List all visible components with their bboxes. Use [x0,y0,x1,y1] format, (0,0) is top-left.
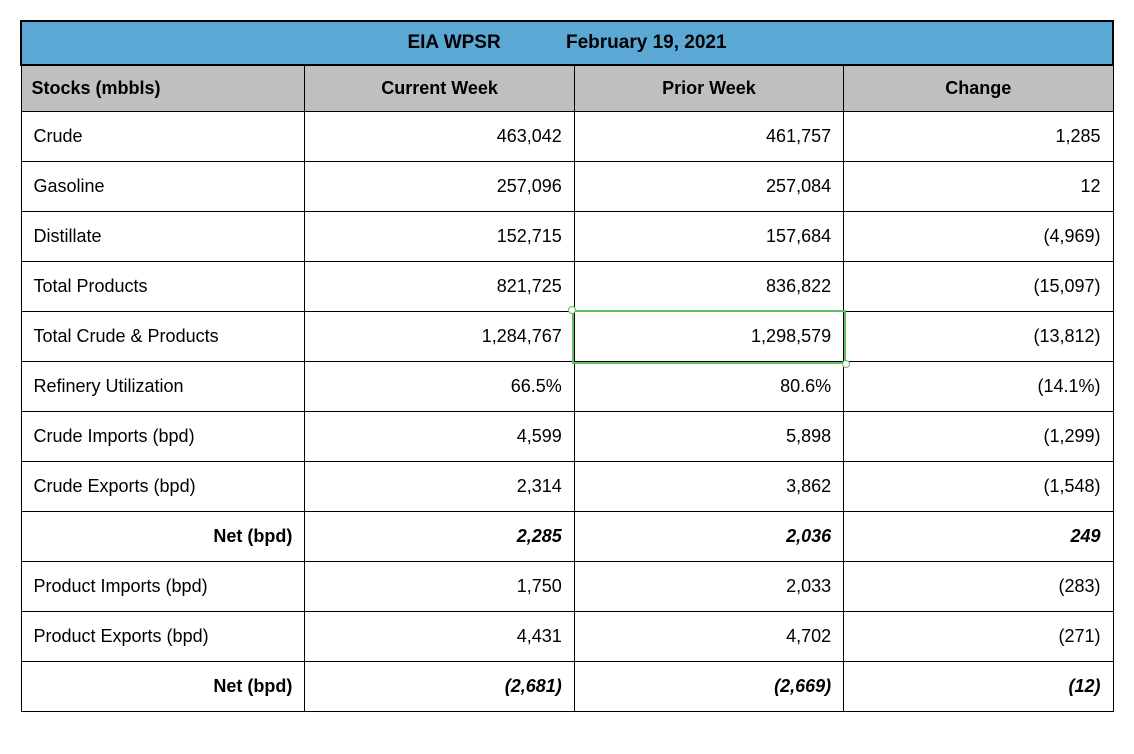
cell-change[interactable]: (271) [844,612,1113,662]
table-row: Distillate152,715157,684(4,969) [21,212,1113,262]
col-header-prior: Prior Week [574,65,843,112]
cell-current[interactable]: 1,750 [305,562,574,612]
cell-label[interactable]: Product Imports (bpd) [21,562,305,612]
cell-change[interactable]: 1,285 [844,112,1113,162]
table-row: Crude Imports (bpd)4,5995,898(1,299) [21,412,1113,462]
cell-current[interactable]: 2,285 [305,512,574,562]
cell-current[interactable]: 152,715 [305,212,574,262]
cell-current[interactable]: 463,042 [305,112,574,162]
cell-change[interactable]: (1,548) [844,462,1113,512]
cell-current[interactable]: 4,599 [305,412,574,462]
cell-current[interactable]: 257,096 [305,162,574,212]
table-row: Product Exports (bpd)4,4314,702(271) [21,612,1113,662]
cell-change[interactable]: (14.1%) [844,362,1113,412]
cell-change[interactable]: (1,299) [844,412,1113,462]
cell-change[interactable]: (13,812) [844,312,1113,362]
table-container: EIA WPSR February 19, 2021 Stocks (mbbls… [20,20,1114,712]
cell-label[interactable]: Net (bpd) [21,662,305,712]
cell-prior[interactable]: 2,036 [574,512,843,562]
cell-label[interactable]: Product Exports (bpd) [21,612,305,662]
table-row: Refinery Utilization66.5%80.6%(14.1%) [21,362,1113,412]
cell-change[interactable]: (283) [844,562,1113,612]
table-row: Total Products821,725836,822(15,097) [21,262,1113,312]
table-row: Product Imports (bpd)1,7502,033(283) [21,562,1113,612]
cell-prior[interactable]: 3,862 [574,462,843,512]
table-body: Crude463,042461,7571,285Gasoline257,0962… [21,112,1113,712]
cell-label[interactable]: Crude Imports (bpd) [21,412,305,462]
col-header-current: Current Week [305,65,574,112]
cell-current[interactable]: (2,681) [305,662,574,712]
title-left: EIA WPSR [407,32,500,54]
data-table: EIA WPSR February 19, 2021 Stocks (mbbls… [20,20,1114,712]
cell-label[interactable]: Total Crude & Products [21,312,305,362]
cell-prior[interactable]: 157,684 [574,212,843,262]
cell-label[interactable]: Distillate [21,212,305,262]
cell-prior[interactable]: 2,033 [574,562,843,612]
cell-label[interactable]: Crude [21,112,305,162]
cell-prior[interactable]: 4,702 [574,612,843,662]
header-row: Stocks (mbbls) Current Week Prior Week C… [21,65,1113,112]
table-row: Net (bpd)2,2852,036249 [21,512,1113,562]
cell-current[interactable]: 4,431 [305,612,574,662]
cell-prior[interactable]: 80.6% [574,362,843,412]
cell-label[interactable]: Total Products [21,262,305,312]
title-row: EIA WPSR February 19, 2021 [21,21,1113,65]
cell-current[interactable]: 2,314 [305,462,574,512]
cell-label[interactable]: Refinery Utilization [21,362,305,412]
col-header-change: Change [844,65,1113,112]
table-row: Gasoline257,096257,08412 [21,162,1113,212]
cell-prior[interactable]: 5,898 [574,412,843,462]
title-cell: EIA WPSR February 19, 2021 [21,21,1113,65]
cell-prior[interactable]: 836,822 [574,262,843,312]
cell-change[interactable]: 249 [844,512,1113,562]
cell-current[interactable]: 821,725 [305,262,574,312]
cell-change[interactable]: 12 [844,162,1113,212]
cell-prior[interactable]: (2,669) [574,662,843,712]
table-row: Total Crude & Products1,284,7671,298,579… [21,312,1113,362]
cell-prior[interactable]: 461,757 [574,112,843,162]
cell-label[interactable]: Net (bpd) [21,512,305,562]
cell-change[interactable]: (12) [844,662,1113,712]
cell-change[interactable]: (15,097) [844,262,1113,312]
table-row: Crude463,042461,7571,285 [21,112,1113,162]
col-header-label: Stocks (mbbls) [21,65,305,112]
table-row: Net (bpd)(2,681)(2,669)(12) [21,662,1113,712]
cell-prior[interactable]: 257,084 [574,162,843,212]
cell-label[interactable]: Crude Exports (bpd) [21,462,305,512]
table-row: Crude Exports (bpd)2,3143,862(1,548) [21,462,1113,512]
cell-current[interactable]: 66.5% [305,362,574,412]
cell-prior[interactable]: 1,298,579 [574,312,843,362]
title-right: February 19, 2021 [566,32,727,54]
cell-current[interactable]: 1,284,767 [305,312,574,362]
cell-change[interactable]: (4,969) [844,212,1113,262]
cell-label[interactable]: Gasoline [21,162,305,212]
